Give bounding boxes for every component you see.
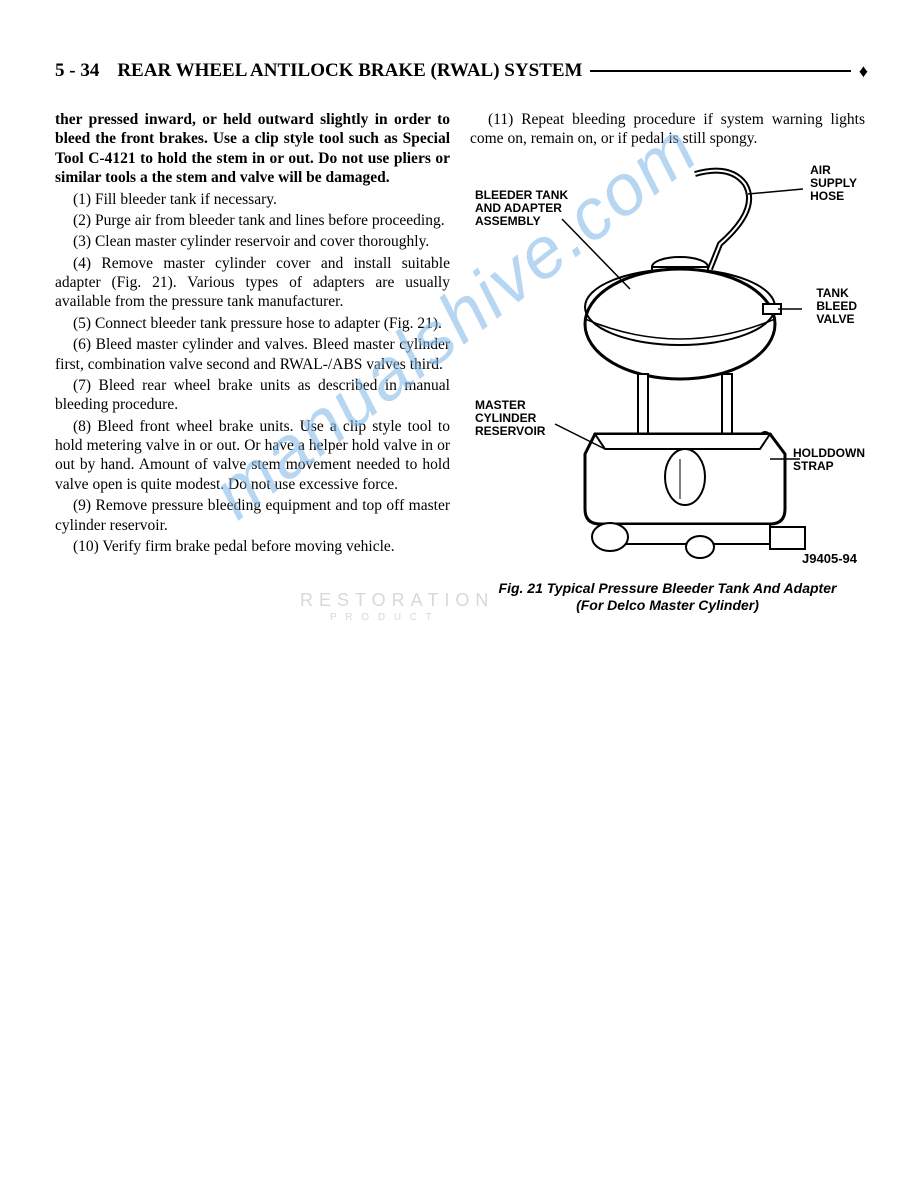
page-number: 5 - 34	[55, 60, 99, 82]
left-column: ther pressed inward, or held outward sli…	[55, 110, 450, 615]
step-5: (5) Connect bleeder tank pressure hose t…	[55, 314, 450, 333]
page-container: 5 - 34 REAR WHEEL ANTILOCK BRAKE (RWAL) …	[0, 0, 918, 655]
label-air-supply: AIR SUPPLY HOSE	[810, 164, 857, 204]
step-1: (1) Fill bleeder tank if necessary.	[55, 190, 450, 209]
tank-body	[585, 269, 775, 379]
leader-bleeder	[562, 219, 630, 289]
content-columns: ther pressed inward, or held outward sli…	[55, 110, 868, 615]
label-master-cylinder: MASTER CYLINDER RESERVOIR	[475, 399, 545, 439]
lead-paragraph: ther pressed inward, or held outward sli…	[55, 110, 450, 188]
cylinder-end	[770, 527, 805, 549]
reservoir-top	[595, 434, 770, 449]
step-8: (8) Bleed front wheel brake units. Use a…	[55, 417, 450, 495]
right-column: (11) Repeat bleeding procedure if system…	[470, 110, 865, 615]
step-3: (3) Clean master cylinder reservoir and …	[55, 232, 450, 251]
step-4: (4) Remove master cylinder cover and ins…	[55, 254, 450, 312]
step-11: (11) Repeat bleeding procedure if system…	[470, 110, 865, 149]
leader-air	[748, 189, 803, 194]
caption-line-2: (For Delco Master Cylinder)	[576, 597, 759, 613]
step-7: (7) Bleed rear wheel brake units as desc…	[55, 376, 450, 415]
step-2: (2) Purge air from bleeder tank and line…	[55, 211, 450, 230]
header-diamond-icon: ♦	[859, 61, 868, 82]
step-9: (9) Remove pressure bleeding equipment a…	[55, 496, 450, 535]
step-10: (10) Verify firm brake pedal before movi…	[55, 537, 450, 556]
figure-21: BLEEDER TANK AND ADAPTER ASSEMBLY AIR SU…	[470, 159, 865, 615]
step-6: (6) Bleed master cylinder and valves. Bl…	[55, 335, 450, 374]
reservoir-window	[665, 449, 705, 505]
section-title: REAR WHEEL ANTILOCK BRAKE (RWAL) SYSTEM	[117, 60, 582, 82]
hose-inner	[695, 170, 749, 268]
label-bleeder-tank: BLEEDER TANK AND ADAPTER ASSEMBLY	[475, 189, 568, 229]
label-holddown: HOLDDOWN STRAP	[793, 447, 865, 473]
caption-line-1: Fig. 21 Typical Pressure Bleeder Tank An…	[499, 580, 837, 596]
figure-caption: Fig. 21 Typical Pressure Bleeder Tank An…	[470, 580, 865, 615]
label-tank-bleed: TANK BLEED VALVE	[816, 287, 857, 327]
cylinder-port-left	[592, 523, 628, 551]
bleeder-diagram: BLEEDER TANK AND ADAPTER ASSEMBLY AIR SU…	[470, 159, 865, 574]
header-rule	[590, 70, 850, 72]
page-header: 5 - 34 REAR WHEEL ANTILOCK BRAKE (RWAL) …	[55, 60, 868, 82]
cylinder-port-mid	[686, 536, 714, 558]
figure-code: J9405-94	[802, 551, 857, 566]
